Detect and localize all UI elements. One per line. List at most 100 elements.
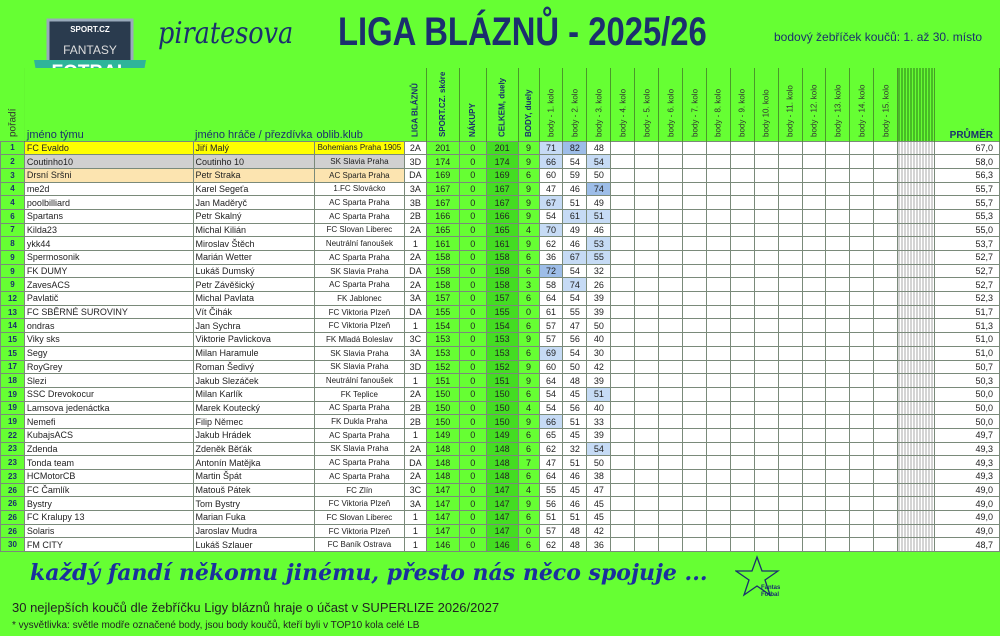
average-value: 52,3: [933, 291, 1000, 306]
average-value: 49,0: [933, 510, 1000, 525]
round-points-12: [801, 496, 827, 512]
round-points-13: [825, 373, 851, 388]
body-duely-value: 9: [517, 236, 540, 251]
rank-cell: 23: [0, 469, 25, 484]
col-round-4: body - 4. kolo: [610, 68, 635, 141]
sport-score: 154: [425, 318, 460, 334]
round-points-6: [658, 208, 684, 224]
round-points-14: [849, 523, 875, 539]
round-points-1: 60: [538, 167, 564, 183]
round-points-5: [634, 236, 660, 251]
player-name: Jakub Slezáček: [192, 373, 315, 388]
round-points-2: 56: [562, 332, 588, 347]
sport-score: 167: [425, 181, 460, 197]
round-points-9: [729, 208, 755, 224]
favorite-club: FC Slovan Liberec: [313, 222, 405, 238]
round-points-11: [777, 373, 803, 388]
player-name: Vít Čihák: [192, 304, 315, 320]
body-duely-value: 6: [517, 318, 540, 334]
player-name: Petr Straka: [192, 167, 315, 183]
round-points-9: [729, 304, 755, 320]
favorite-club: SK Slavia Praha: [313, 345, 405, 361]
round-points-3: 50: [586, 167, 612, 183]
celkem-value: 150: [485, 400, 519, 416]
round-points-12: [801, 373, 827, 388]
round-points-12: [801, 291, 827, 306]
spacer-cell: [897, 537, 935, 553]
liga-group: 2A: [403, 469, 427, 484]
round-points-14: [849, 455, 875, 470]
spacer-cell: [897, 208, 935, 224]
round-points-7: [682, 332, 707, 347]
round-points-7: [682, 304, 707, 320]
round-points-11: [777, 359, 803, 375]
player-name: Petr Závěšický: [192, 277, 315, 293]
round-points-13: [825, 496, 851, 512]
round-points-10: [753, 167, 779, 183]
round-points-9: [729, 441, 755, 457]
round-points-2: 55: [562, 304, 588, 320]
motto: každý fandí někomu jinému, přesto nás ně…: [30, 560, 708, 586]
round-points-5: [634, 332, 660, 347]
header-row: pořadí jméno týmu jméno hráče / přezdívk…: [0, 68, 1000, 141]
round-points-6: [658, 154, 684, 169]
round-points-8: [705, 277, 731, 293]
round-points-1: 58: [538, 277, 564, 293]
nakupy-value: 0: [458, 441, 487, 457]
liga-group: 2A: [403, 140, 427, 156]
round-points-12: [801, 208, 827, 224]
round-points-9: [729, 181, 755, 197]
round-points-14: [849, 359, 875, 375]
round-points-4: [610, 140, 636, 156]
round-points-5: [634, 386, 660, 402]
celkem-value: 157: [485, 291, 519, 306]
player-name: Filip Němec: [192, 414, 315, 429]
round-points-2: 45: [562, 482, 588, 498]
celkem-value: 161: [485, 236, 519, 251]
player-name: Jaroslav Mudra: [192, 523, 315, 539]
nakupy-value: 0: [458, 277, 487, 293]
team-name: HCMotorCB: [23, 469, 194, 484]
sport-score: 152: [425, 359, 460, 375]
spacer-cell: [897, 140, 935, 156]
favorite-club: SK Slavia Praha: [313, 154, 405, 169]
round-points-1: 56: [538, 496, 564, 512]
favorite-club: FK Mladá Boleslav: [313, 332, 405, 347]
celkem-value: 153: [485, 345, 519, 361]
round-points-11: [777, 291, 803, 306]
average-value: 55,0: [933, 222, 1000, 238]
round-points-11: [777, 537, 803, 553]
round-points-9: [729, 455, 755, 470]
spacer-cell: [897, 482, 935, 498]
rank-cell: 19: [0, 400, 25, 416]
body-duely-value: 9: [517, 359, 540, 375]
celkem-value: 152: [485, 359, 519, 375]
favorite-club: AC Sparta Praha: [313, 208, 405, 224]
round-points-10: [753, 263, 779, 279]
sport-score: 148: [425, 469, 460, 484]
table-row: 9 Spermosonik Marián Wetter AC Sparta Praha…: [0, 250, 1000, 265]
round-points-9: [729, 523, 755, 539]
nakupy-value: 0: [458, 523, 487, 539]
round-points-10: [753, 318, 779, 334]
celkem-value: 146: [485, 537, 519, 553]
sport-score: 201: [425, 140, 460, 156]
round-points-11: [777, 195, 803, 210]
round-points-2: 56: [562, 400, 588, 416]
nakupy-value: 0: [458, 195, 487, 210]
round-points-10: [753, 222, 779, 238]
round-points-2: 82: [562, 140, 588, 156]
round-points-3: 51: [586, 386, 612, 402]
round-points-9: [729, 263, 755, 279]
round-points-12: [801, 236, 827, 251]
round-points-8: [705, 510, 731, 525]
spacer-cell: [897, 400, 935, 416]
round-points-5: [634, 400, 660, 416]
round-points-4: [610, 345, 636, 361]
nakupy-value: 0: [458, 250, 487, 265]
favorite-club: FK Teplice: [313, 386, 405, 402]
round-points-13: [825, 345, 851, 361]
favorite-club: AC Sparta Praha: [313, 250, 405, 265]
team-name: ykk44: [23, 236, 194, 251]
sport-score: 153: [425, 345, 460, 361]
